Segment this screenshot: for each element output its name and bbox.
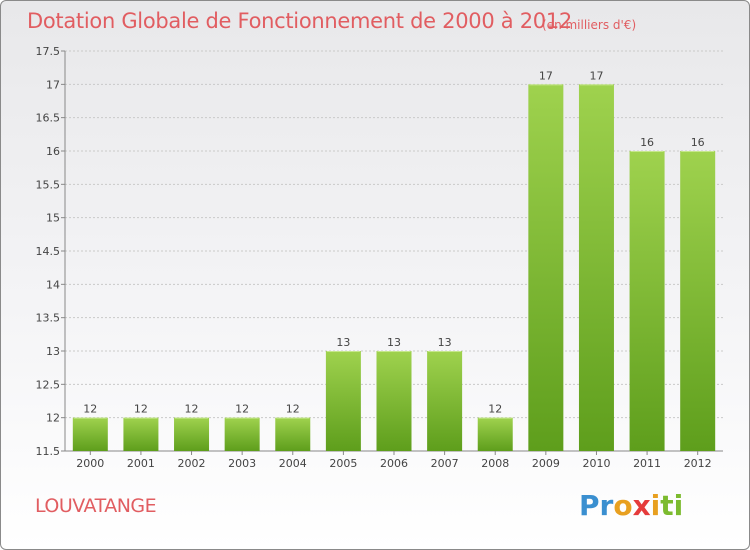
chart-title: Dotation Globale de Fonctionnement de 20… [27,9,572,33]
y-tick-label: 13.5 [36,312,61,325]
logo-part-3: x [632,489,651,522]
bar-2012 [680,151,716,451]
y-tick-label: 15 [46,212,60,225]
x-tick-label: 2012 [684,457,712,470]
bar-2003 [224,417,260,451]
logo-part-1: Pr [579,489,614,522]
bar-value-label: 16 [691,136,705,149]
y-tick-label: 17.5 [36,45,61,58]
x-tick-label: 2009 [532,457,560,470]
y-tick-label: 17 [46,78,60,91]
x-tick-label: 2006 [380,457,408,470]
bar-2010 [578,84,614,451]
place-name: LOUVATANGE [35,495,157,517]
y-tick-label: 11.5 [36,445,61,458]
x-tick-label: 2001 [127,457,155,470]
labels: 11.5 12 12.5 13 13.5 14 14.5 15 15.5 16 16.5 17 17.5… [36,45,712,470]
x-tick-label: 2007 [431,457,459,470]
y-tick-label: 16 [46,145,60,158]
bar-2009 [528,84,564,451]
y-tick-label: 13 [46,345,60,358]
y-tick-label: 15.5 [36,178,61,191]
bar-value-label: 12 [83,403,97,416]
x-tick-label: 2002 [178,457,206,470]
bar-2005 [325,351,361,451]
bar-value-label: 12 [185,403,199,416]
bar-value-label: 17 [589,69,603,82]
x-tick-label: 2004 [279,457,307,470]
bar-value-label: 13 [387,336,401,349]
y-tick-label: 12 [46,412,60,425]
bar-value-label: 17 [539,69,553,82]
y-tick-label: 16.5 [36,112,61,125]
bar-2011 [629,151,665,451]
x-tick-label: 2005 [329,457,357,470]
bar-value-label: 12 [235,403,249,416]
proxiti-logo: Proxiti [579,489,683,522]
bar-value-label: 12 [134,403,148,416]
bar-2000 [72,417,108,451]
y-tick-label: 12.5 [36,378,61,391]
bar-2004 [275,417,311,451]
bar-value-label: 12 [286,403,300,416]
bar-value-label: 13 [336,336,350,349]
bar-2006 [376,351,412,451]
bar-2007 [427,351,463,451]
logo-part-5: ti [660,489,684,522]
y-tick-label: 14 [46,278,60,291]
bar-value-label: 12 [488,403,502,416]
bars [72,84,716,451]
x-tick-label: 2011 [633,457,661,470]
bar-value-label: 13 [438,336,452,349]
x-tick-label: 2000 [76,457,104,470]
bar-2001 [123,417,159,451]
y-tick-label: 14.5 [36,245,61,258]
logo-part-2: o [613,489,633,522]
x-tick-label: 2008 [481,457,509,470]
x-tick-label: 2010 [582,457,610,470]
bar-2002 [174,417,210,451]
bar-value-label: 16 [640,136,654,149]
chart-unit: (en milliers d'€) [542,18,637,32]
logo-part-4: i [650,489,661,522]
x-tick-label: 2003 [228,457,256,470]
bar-2008 [477,417,513,451]
